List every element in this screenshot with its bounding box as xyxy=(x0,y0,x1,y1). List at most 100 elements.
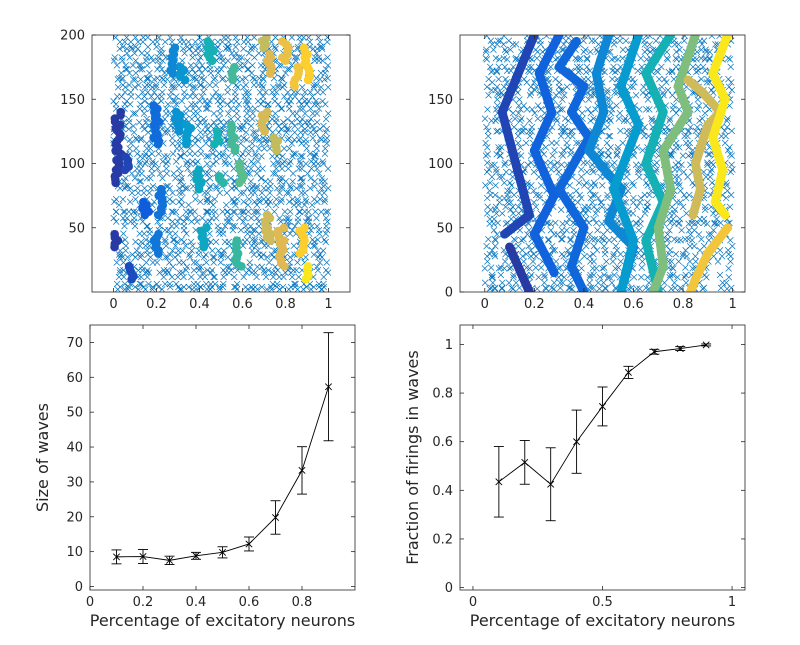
data-point xyxy=(271,513,280,521)
spike-marker xyxy=(177,196,185,203)
spike-marker xyxy=(112,100,120,108)
spike-marker xyxy=(558,236,565,243)
spike-marker xyxy=(610,250,617,258)
spike-marker xyxy=(522,139,530,147)
spike-marker xyxy=(267,283,275,291)
y-axis-label: Fraction of firings in waves xyxy=(403,350,422,565)
spike-marker xyxy=(146,81,154,89)
spike-marker xyxy=(567,236,574,243)
spike-marker xyxy=(244,38,252,46)
spike-marker xyxy=(259,83,267,91)
spike-marker xyxy=(289,196,296,203)
spike-marker xyxy=(164,76,171,83)
spike-marker xyxy=(642,284,650,292)
spike-marker xyxy=(290,150,297,157)
spike-marker xyxy=(310,125,318,133)
spike-marker xyxy=(115,251,123,258)
spike-marker xyxy=(137,100,144,108)
spike-marker xyxy=(511,115,519,122)
spike-marker xyxy=(604,273,612,281)
spike-marker xyxy=(555,168,562,176)
spike-marker xyxy=(675,166,683,173)
spike-marker xyxy=(239,242,247,249)
y-tick-label: 0.4 xyxy=(432,484,453,499)
spike-marker xyxy=(151,89,158,96)
spike-marker xyxy=(490,215,498,223)
spike-marker xyxy=(495,92,502,99)
spike-marker xyxy=(586,231,594,238)
spike-marker xyxy=(217,251,225,258)
spike-marker xyxy=(229,196,236,203)
spike-marker xyxy=(121,236,129,243)
spike-marker xyxy=(191,134,199,142)
y-tick-label: 0 xyxy=(445,581,453,596)
spike-marker xyxy=(549,246,557,254)
x-tick-label: 1 xyxy=(728,595,736,610)
x-tick-label: 0.6 xyxy=(239,595,260,610)
spike-marker xyxy=(224,35,232,41)
spike-marker xyxy=(241,214,249,222)
spike-marker xyxy=(278,185,286,192)
spike-marker xyxy=(256,198,263,206)
spike-marker xyxy=(115,201,123,209)
spike-marker xyxy=(291,129,298,136)
spike-marker xyxy=(247,222,254,230)
spike-marker xyxy=(225,152,232,160)
spike-marker xyxy=(207,238,215,246)
spike-marker xyxy=(682,279,690,286)
spike-marker xyxy=(277,75,285,82)
spike-marker xyxy=(207,122,215,130)
spike-marker xyxy=(616,37,624,45)
spike-marker xyxy=(609,258,617,265)
spike-marker xyxy=(224,100,231,108)
spike-marker xyxy=(175,81,183,89)
spike-marker xyxy=(492,191,499,199)
y-axis-label: Size of waves xyxy=(33,403,52,512)
spike-marker xyxy=(242,81,249,89)
spike-marker xyxy=(611,236,618,243)
spike-marker xyxy=(140,230,148,237)
spike-marker xyxy=(658,63,665,71)
spike-marker xyxy=(537,264,545,271)
spike-marker xyxy=(160,267,168,274)
spike-marker xyxy=(606,115,613,122)
spike-marker xyxy=(482,139,489,147)
spike-marker xyxy=(162,242,170,249)
spike-marker xyxy=(707,168,714,176)
spike-marker xyxy=(531,109,538,117)
spike-marker xyxy=(248,43,256,51)
spike-marker xyxy=(127,89,135,96)
spike-marker xyxy=(617,35,624,40)
spike-marker xyxy=(245,196,253,203)
spike-marker xyxy=(666,219,674,227)
spike-marker xyxy=(563,83,571,91)
spike-marker xyxy=(493,96,501,103)
spike-marker xyxy=(316,76,324,83)
spike-marker xyxy=(285,100,293,108)
x-tick-label: 1 xyxy=(728,297,736,312)
spike-marker xyxy=(290,242,298,249)
spike-marker xyxy=(219,150,227,157)
spike-marker xyxy=(507,46,514,53)
spike-marker xyxy=(648,115,655,122)
spike-marker xyxy=(273,89,280,96)
spike-marker xyxy=(307,174,314,182)
wave-dot xyxy=(648,287,658,292)
spike-marker xyxy=(673,48,680,56)
spike-marker xyxy=(524,231,531,238)
spike-marker xyxy=(231,89,239,96)
x-tick-label: 0.6 xyxy=(232,297,253,312)
spike-marker xyxy=(187,208,195,215)
spike-marker xyxy=(142,150,149,157)
spike-marker xyxy=(486,187,493,195)
wave-dot xyxy=(199,242,209,252)
spike-marker xyxy=(322,267,330,274)
spike-marker xyxy=(178,201,185,209)
spike-marker xyxy=(323,140,331,147)
spike-marker xyxy=(248,185,256,192)
spike-marker xyxy=(490,226,498,234)
spike-marker xyxy=(182,214,190,222)
wave-dot xyxy=(182,139,191,149)
spike-marker xyxy=(192,93,199,100)
spike-marker xyxy=(259,69,267,77)
